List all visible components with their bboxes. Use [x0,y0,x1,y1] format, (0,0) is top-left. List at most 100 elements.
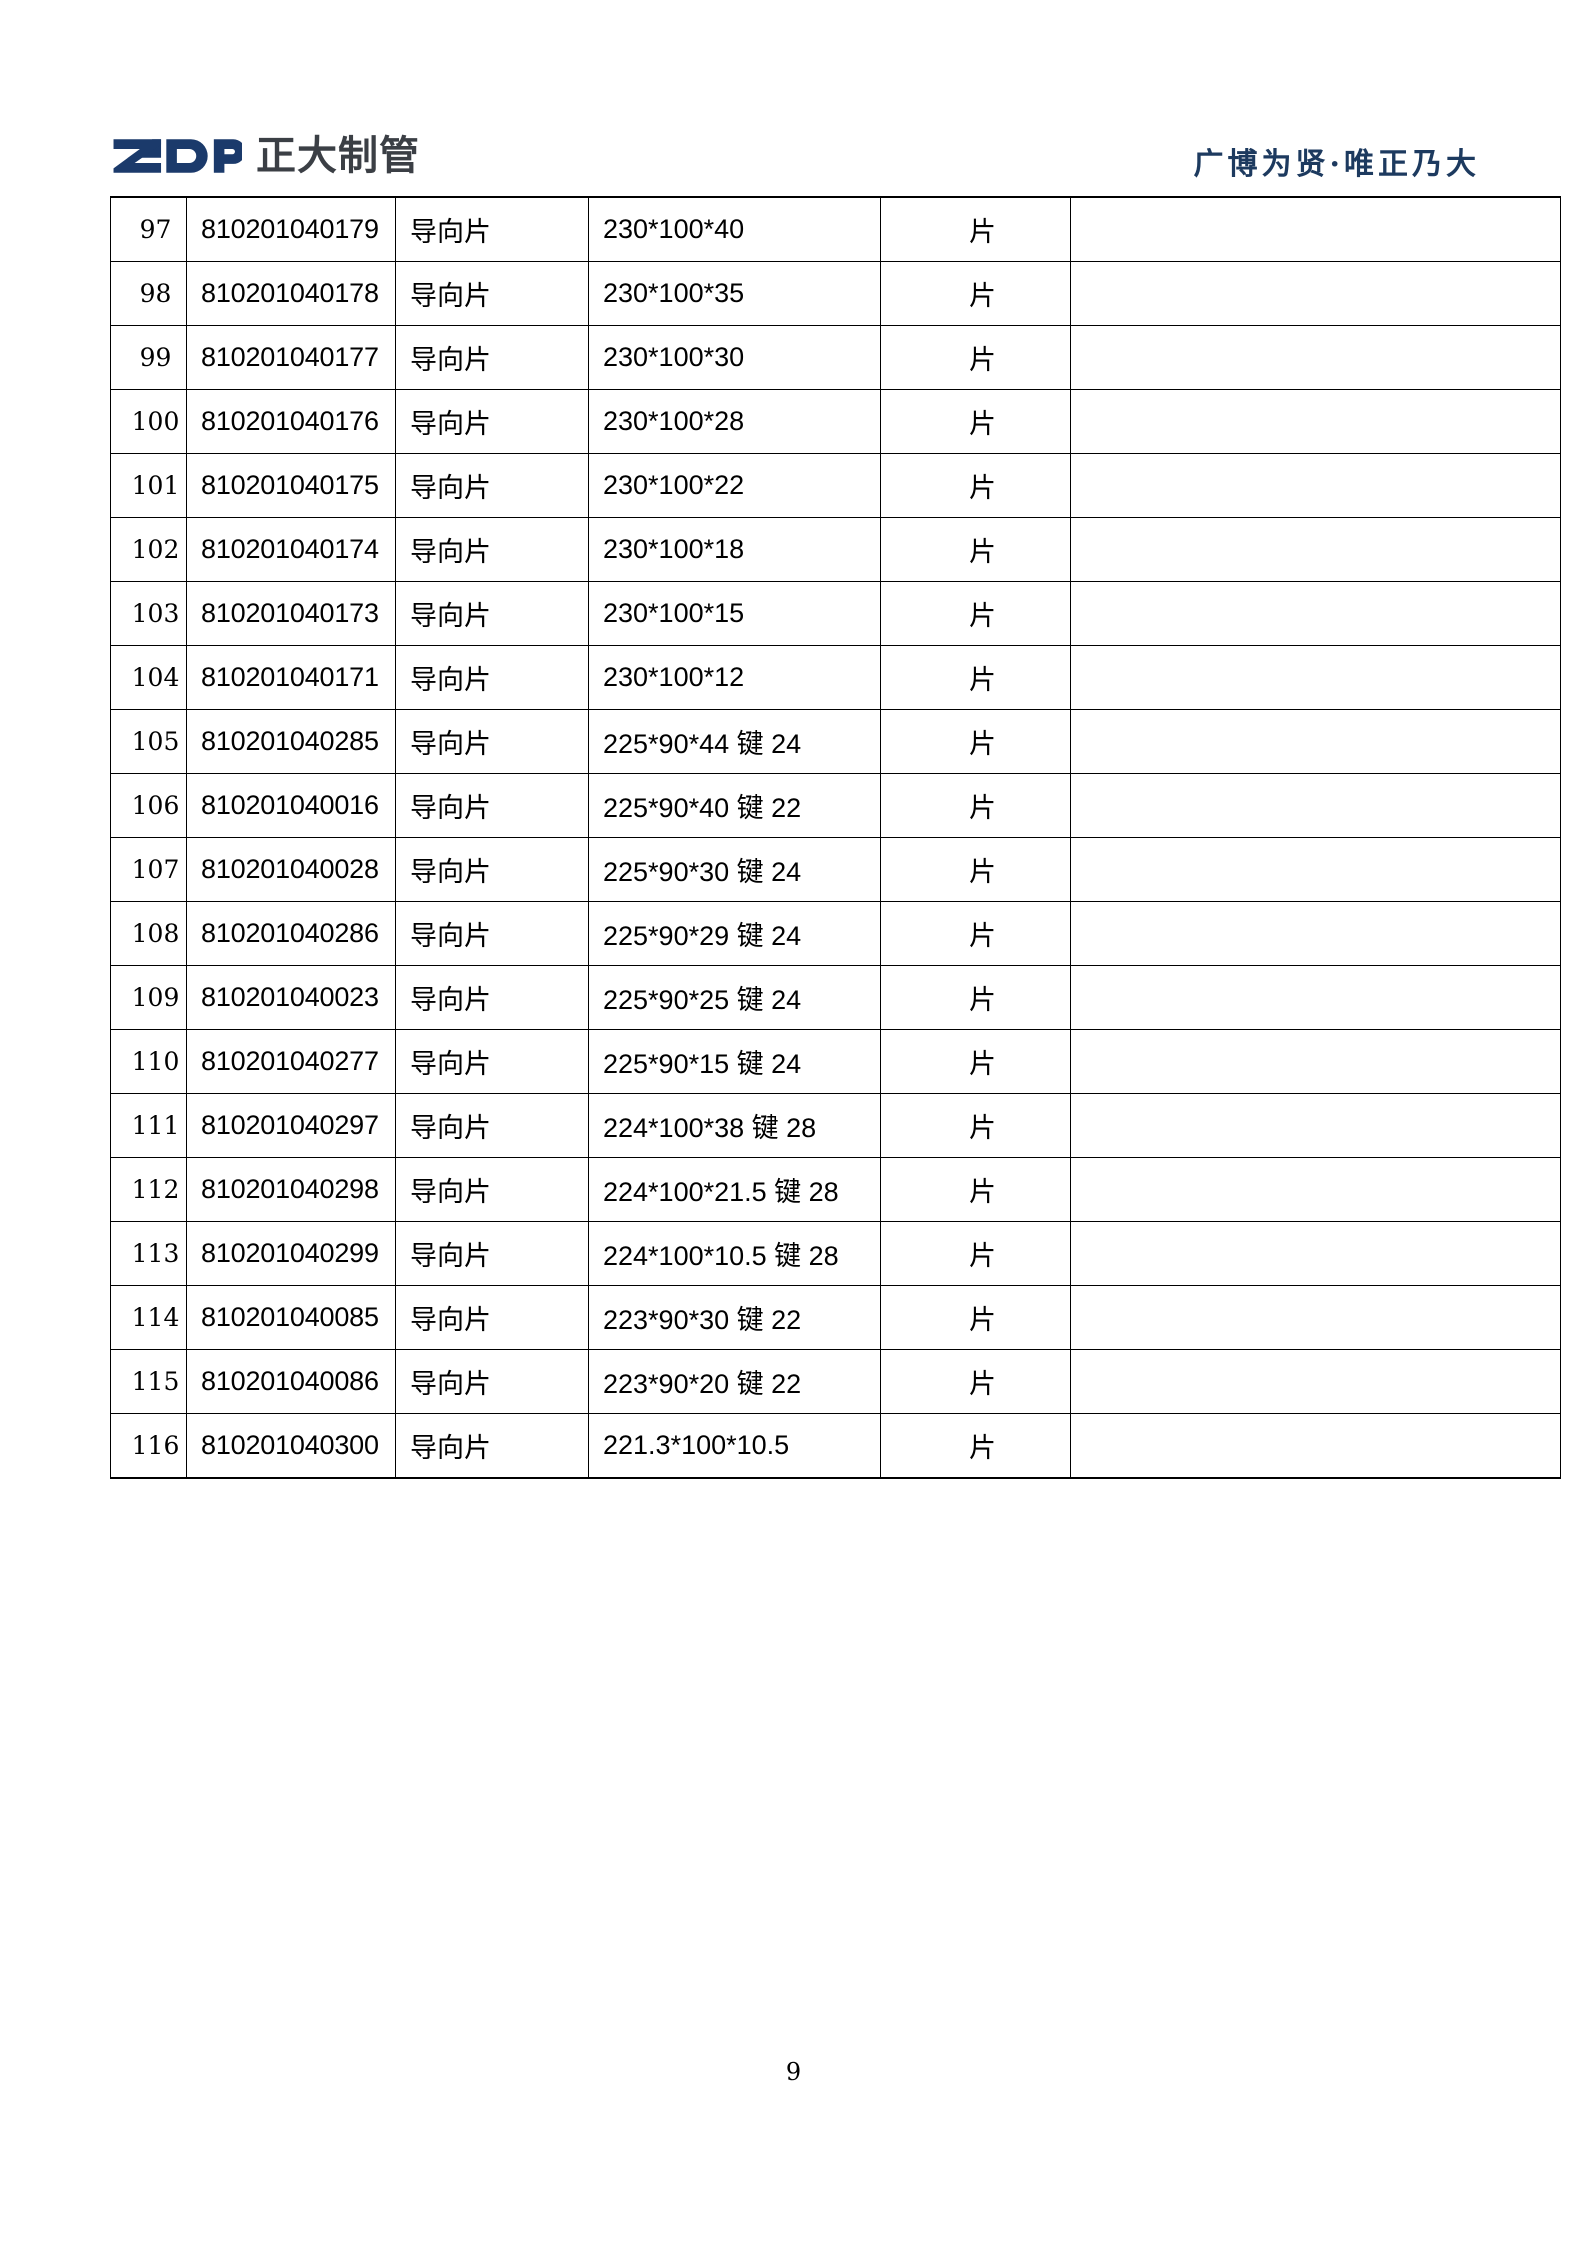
row-spec: 223*90*30 键 22 [588,1285,881,1350]
row-note [1070,581,1561,646]
row-spec: 230*100*28 [588,389,881,454]
row-index: 110 [110,1029,187,1094]
row-index: 108 [110,901,187,966]
row-name: 导向片 [395,389,589,454]
row-unit: 片 [880,325,1071,390]
table-row: 106 810201040016 导向片 225*90*40 键 22 片 [110,773,1561,838]
table-row: 105 810201040285 导向片 225*90*44 键 24 片 [110,709,1561,774]
row-unit: 片 [880,581,1071,646]
row-spec: 224*100*10.5 键 28 [588,1221,881,1286]
row-code: 810201040285 [186,709,396,774]
row-unit: 片 [880,1093,1071,1158]
row-unit: 片 [880,645,1071,710]
table-row: 115 810201040086 导向片 223*90*20 键 22 片 [110,1349,1561,1414]
row-note [1070,837,1561,902]
row-code: 810201040171 [186,645,396,710]
row-index: 102 [110,517,187,582]
row-name: 导向片 [395,1029,589,1094]
parts-table: 97 810201040179 导向片 230*100*40 片 98 8102010401… [110,196,1561,1479]
table-row: 100 810201040176 导向片 230*100*28 片 [110,389,1561,454]
parts-table-body: 97 810201040179 导向片 230*100*40 片 98 8102010401… [110,196,1561,1479]
row-code: 810201040178 [186,261,396,326]
row-name: 导向片 [395,325,589,390]
row-index: 104 [110,645,187,710]
table-row: 108 810201040286 导向片 225*90*29 键 24 片 [110,901,1561,966]
row-name: 导向片 [395,1093,589,1158]
row-spec: 230*100*15 [588,581,881,646]
row-code: 810201040176 [186,389,396,454]
row-name: 导向片 [395,773,589,838]
row-index: 103 [110,581,187,646]
row-index: 114 [110,1285,187,1350]
row-spec: 230*100*12 [588,645,881,710]
row-spec: 225*90*29 键 24 [588,901,881,966]
row-unit: 片 [880,1157,1071,1222]
row-note [1070,1029,1561,1094]
row-name: 导向片 [395,1221,589,1286]
page-header: 正大制管 广博为贤·唯正乃大 [110,118,1480,182]
row-spec: 225*90*15 键 24 [588,1029,881,1094]
zdp-logo-icon [113,139,242,173]
row-spec: 223*90*20 键 22 [588,1349,881,1414]
row-name: 导向片 [395,1413,589,1479]
row-spec: 224*100*21.5 键 28 [588,1157,881,1222]
row-index: 112 [110,1157,187,1222]
row-name: 导向片 [395,196,589,262]
table-row: 107 810201040028 导向片 225*90*30 键 24 片 [110,837,1561,902]
row-unit: 片 [880,837,1071,902]
row-unit: 片 [880,965,1071,1030]
row-name: 导向片 [395,517,589,582]
table-row: 110 810201040277 导向片 225*90*15 键 24 片 [110,1029,1561,1094]
row-note [1070,1285,1561,1350]
row-unit: 片 [880,901,1071,966]
row-unit: 片 [880,1349,1071,1414]
row-unit: 片 [880,453,1071,518]
row-spec: 230*100*22 [588,453,881,518]
row-name: 导向片 [395,965,589,1030]
brand-name: 正大制管 [256,133,420,179]
row-index: 115 [110,1349,187,1414]
row-note [1070,261,1561,326]
row-unit: 片 [880,773,1071,838]
row-index: 97 [110,196,187,262]
table-row: 109 810201040023 导向片 225*90*25 键 24 片 [110,965,1561,1030]
row-note [1070,517,1561,582]
row-note [1070,901,1561,966]
row-note [1070,965,1561,1030]
table-row: 102 810201040174 导向片 230*100*18 片 [110,517,1561,582]
row-code: 810201040174 [186,517,396,582]
row-spec: 225*90*44 键 24 [588,709,881,774]
table-row: 116 810201040300 导向片 221.3*100*10.5 片 [110,1413,1561,1479]
page-number: 9 [785,2058,802,2086]
row-index: 105 [110,709,187,774]
row-name: 导向片 [395,261,589,326]
table-row: 104 810201040171 导向片 230*100*12 片 [110,645,1561,710]
row-spec: 230*100*18 [588,517,881,582]
row-spec: 225*90*30 键 24 [588,837,881,902]
table-row: 99 810201040177 导向片 230*100*30 片 [110,325,1561,390]
row-unit: 片 [880,1221,1071,1286]
row-note [1070,196,1561,262]
parts-table-container: 97 810201040179 导向片 230*100*40 片 98 8102010401… [110,196,1561,1479]
row-code: 810201040028 [186,837,396,902]
table-row: 101 810201040175 导向片 230*100*22 片 [110,453,1561,518]
row-name: 导向片 [395,1349,589,1414]
row-note [1070,1157,1561,1222]
row-name: 导向片 [395,453,589,518]
row-note [1070,773,1561,838]
row-spec: 230*100*40 [588,196,881,262]
row-code: 810201040299 [186,1221,396,1286]
row-spec: 230*100*30 [588,325,881,390]
row-spec: 230*100*35 [588,261,881,326]
row-index: 100 [110,389,187,454]
row-code: 810201040286 [186,901,396,966]
row-index: 107 [110,837,187,902]
row-note [1070,389,1561,454]
row-index: 113 [110,1221,187,1286]
row-note [1070,1093,1561,1158]
row-code: 810201040173 [186,581,396,646]
row-unit: 片 [880,1029,1071,1094]
row-spec: 224*100*38 键 28 [588,1093,881,1158]
row-name: 导向片 [395,709,589,774]
